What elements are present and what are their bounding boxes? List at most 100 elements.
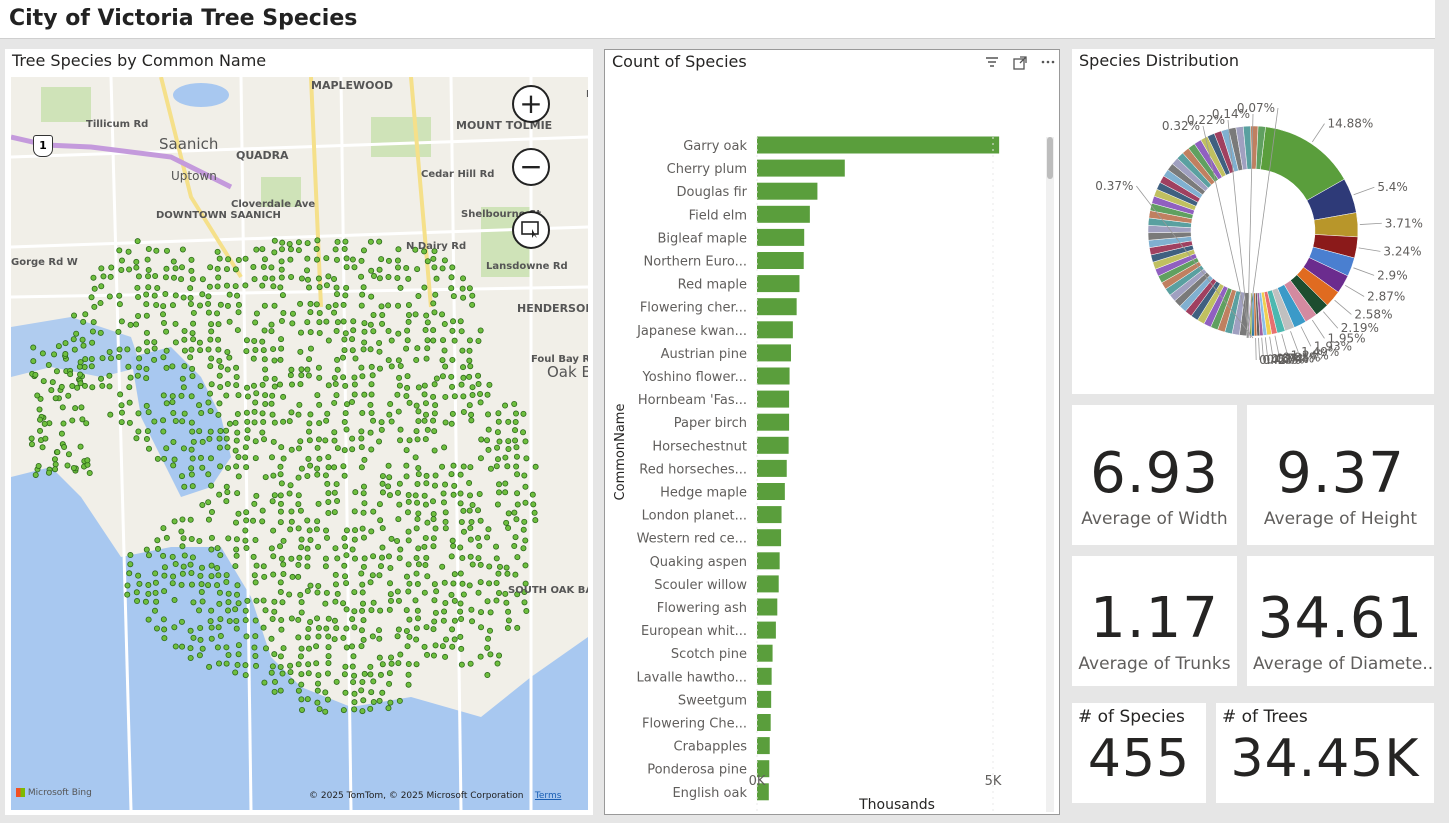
tree-dot[interactable] <box>268 264 275 271</box>
tree-dot[interactable] <box>261 679 268 686</box>
tree-dot[interactable] <box>244 597 251 604</box>
tree-dot[interactable] <box>188 471 195 478</box>
tree-dot[interactable] <box>127 552 134 559</box>
tree-dot[interactable] <box>135 410 142 417</box>
tree-dot[interactable] <box>307 537 314 544</box>
tree-dot[interactable] <box>333 284 340 291</box>
tree-dot[interactable] <box>367 429 374 436</box>
tree-dot[interactable] <box>262 645 269 652</box>
tree-dot[interactable] <box>71 312 78 319</box>
tree-dot[interactable] <box>199 291 206 298</box>
tree-dot[interactable] <box>376 339 383 346</box>
tree-dot[interactable] <box>449 537 456 544</box>
tree-dot[interactable] <box>180 294 187 301</box>
tree-dot[interactable] <box>287 526 294 533</box>
tree-dot[interactable] <box>368 528 375 535</box>
tree-dot[interactable] <box>370 273 377 280</box>
tree-dot[interactable] <box>367 671 374 678</box>
tree-dot[interactable] <box>297 591 304 598</box>
tree-dot[interactable] <box>395 597 402 604</box>
tree-dot[interactable] <box>145 267 152 274</box>
tree-dot[interactable] <box>235 510 242 517</box>
tree-dot[interactable] <box>154 537 161 544</box>
tree-dot[interactable] <box>179 246 186 253</box>
card-average-trunks[interactable]: 1.17 Average of Trunks <box>1072 556 1237 686</box>
tree-dot[interactable] <box>430 417 437 424</box>
tree-dot[interactable] <box>466 285 473 292</box>
tree-dot[interactable] <box>187 561 194 568</box>
tree-dot[interactable] <box>226 420 233 427</box>
tree-dot[interactable] <box>522 499 529 506</box>
tree-dot[interactable] <box>430 300 437 307</box>
tree-dot[interactable] <box>178 528 185 535</box>
tree-dot[interactable] <box>106 348 113 355</box>
tree-dot[interactable] <box>415 293 422 300</box>
tree-dot[interactable] <box>307 300 314 307</box>
tree-dot[interactable] <box>295 661 302 668</box>
tree-dot[interactable] <box>232 563 239 570</box>
tree-dot[interactable] <box>405 661 412 668</box>
tree-dot[interactable] <box>189 330 196 337</box>
tree-dot[interactable] <box>368 267 375 274</box>
tree-dot[interactable] <box>451 337 458 344</box>
tree-dot[interactable] <box>376 627 383 634</box>
tree-dot[interactable] <box>414 607 421 614</box>
bar[interactable] <box>757 390 790 408</box>
tree-dot[interactable] <box>405 681 412 688</box>
tree-dot[interactable] <box>224 381 231 388</box>
tree-dot[interactable] <box>304 696 311 703</box>
tree-dot[interactable] <box>505 438 512 445</box>
tree-dot[interactable] <box>151 607 158 614</box>
tree-dot[interactable] <box>234 490 241 497</box>
tree-dot[interactable] <box>70 464 77 471</box>
tree-dot[interactable] <box>394 257 401 264</box>
tree-dot[interactable] <box>253 597 260 604</box>
tree-dot[interactable] <box>504 625 511 632</box>
tree-dot[interactable] <box>142 598 149 605</box>
tree-dot[interactable] <box>403 265 410 272</box>
tree-dot[interactable] <box>170 573 177 580</box>
tree-dot[interactable] <box>277 508 284 515</box>
tree-dot[interactable] <box>190 599 197 606</box>
tree-dot[interactable] <box>169 363 176 370</box>
tree-dot[interactable] <box>422 562 429 569</box>
tree-dot[interactable] <box>187 654 194 661</box>
tree-dot[interactable] <box>307 345 314 352</box>
tree-dot[interactable] <box>233 536 240 543</box>
tree-dot[interactable] <box>505 525 512 532</box>
tree-dot[interactable] <box>359 410 366 417</box>
tree-dot[interactable] <box>304 366 311 373</box>
tree-dot[interactable] <box>208 321 215 328</box>
tree-dot[interactable] <box>396 697 403 704</box>
tree-dot[interactable] <box>421 643 428 650</box>
tree-dot[interactable] <box>504 463 511 470</box>
tree-dot[interactable] <box>486 381 493 388</box>
tree-dot[interactable] <box>199 464 206 471</box>
tree-dot[interactable] <box>395 246 402 253</box>
tree-dot[interactable] <box>442 363 449 370</box>
tree-dot[interactable] <box>423 312 430 319</box>
tree-dot[interactable] <box>67 371 74 378</box>
tree-dot[interactable] <box>314 465 321 472</box>
tree-dot[interactable] <box>397 546 404 553</box>
tree-dot[interactable] <box>352 527 359 534</box>
tree-dot[interactable] <box>485 411 492 418</box>
tree-dot[interactable] <box>404 373 411 380</box>
tree-dot[interactable] <box>72 405 79 412</box>
tree-dot[interactable] <box>116 346 123 353</box>
tree-dot[interactable] <box>448 274 455 281</box>
tree-dot[interactable] <box>298 366 305 373</box>
tree-dot[interactable] <box>513 444 520 451</box>
tree-dot[interactable] <box>223 427 230 434</box>
tree-dot[interactable] <box>178 392 185 399</box>
tree-dot[interactable] <box>514 624 521 631</box>
tree-dot[interactable] <box>467 464 474 471</box>
tree-dot[interactable] <box>187 627 194 634</box>
tree-dot[interactable] <box>322 563 329 570</box>
tree-dot[interactable] <box>208 328 215 335</box>
tree-dot[interactable] <box>414 516 421 523</box>
tree-dot[interactable] <box>513 463 520 470</box>
tree-dot[interactable] <box>368 363 375 370</box>
tree-dot[interactable] <box>30 344 37 351</box>
tree-dot[interactable] <box>161 626 168 633</box>
